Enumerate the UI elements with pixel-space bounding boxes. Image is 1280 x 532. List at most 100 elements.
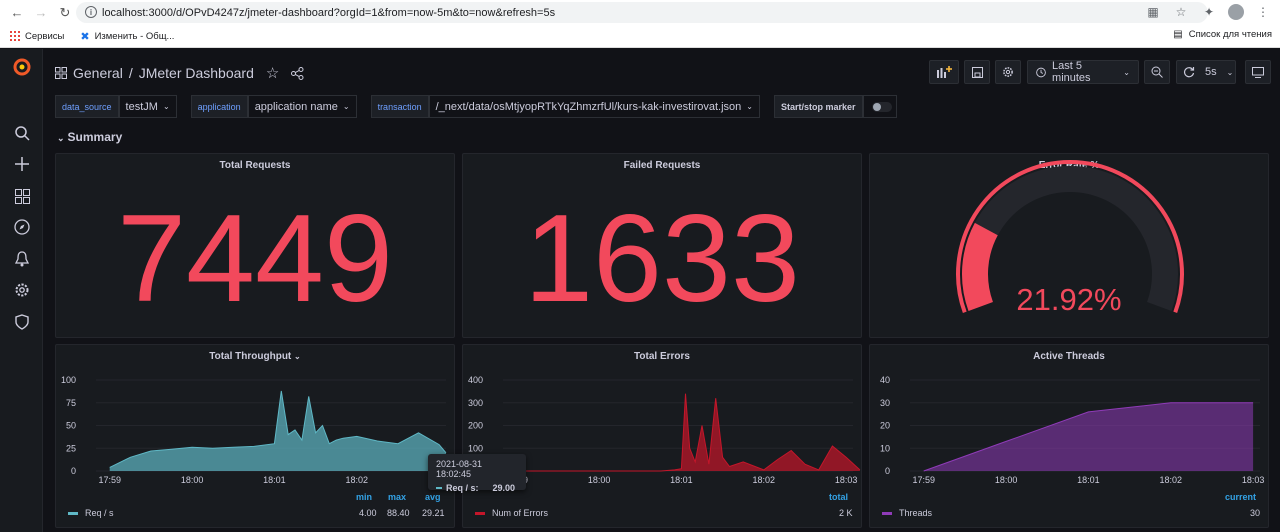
grafana-logo-icon[interactable] (12, 57, 32, 77)
browser-toolbar: ← → ↻ i localhost:3000/d/OPvD4247z/jmete… (0, 0, 1280, 25)
profile-avatar[interactable] (1228, 4, 1244, 20)
legend-label: Threads (899, 508, 933, 518)
panel-title: Total Requests (219, 160, 291, 171)
variable-value: testJM (125, 100, 158, 113)
forward-icon[interactable]: → (34, 5, 48, 20)
y-tick-label: 100 (61, 375, 76, 385)
gauge-fill (962, 222, 998, 311)
refresh-icon (1183, 67, 1195, 78)
save-dashboard-button[interactable] (964, 60, 990, 84)
panel-failed-requests[interactable]: Failed Requests 1633 (462, 153, 862, 338)
extensions-icon[interactable]: ✦ (1203, 5, 1215, 19)
legend-label: Num of Errors (492, 508, 549, 518)
panel-title: Error Rate % (1038, 160, 1100, 171)
panel-title: Active Threads (1033, 351, 1105, 362)
variable-data-source-select[interactable]: testJM ⌄ (118, 95, 177, 118)
configuration-gear-icon[interactable] (13, 281, 31, 299)
explore-compass-icon[interactable] (13, 218, 31, 236)
gauge (956, 160, 1184, 313)
start-stop-marker-toggle[interactable] (862, 95, 897, 118)
threads-chart[interactable]: 0 10 20 30 40 17:59 18:00 18:01 18:02 18:03 (870, 369, 1270, 514)
share-icon[interactable] (291, 66, 304, 80)
legend-header-min[interactable]: min (356, 492, 373, 502)
reading-list[interactable]: ▤ Список для чтения (1173, 29, 1272, 40)
bookmark-services[interactable]: Сервисы (10, 31, 64, 42)
breadcrumb-folder[interactable]: General (73, 65, 123, 81)
legend-series[interactable]: Req / s (68, 508, 114, 518)
dashboard-settings-button[interactable] (995, 60, 1021, 84)
y-tick-label: 50 (66, 421, 76, 431)
apps-icon (10, 31, 20, 41)
variable-value: application name (254, 100, 338, 113)
x-tick-label: 18:02 (1160, 475, 1183, 485)
menu-icon[interactable]: ⋮ (1257, 5, 1269, 19)
y-tick-label: 25 (66, 443, 76, 453)
panel-title: Total Throughput ⌄ (209, 351, 301, 362)
x-tick-label: 18:00 (995, 475, 1018, 485)
zoom-out-button[interactable] (1144, 60, 1170, 84)
bookmark-star-icon[interactable]: ☆ (1175, 5, 1187, 19)
dashboards-icon[interactable] (13, 187, 31, 205)
refresh-interval: 5s (1205, 66, 1217, 78)
back-icon[interactable]: ← (10, 5, 24, 20)
alerting-bell-icon[interactable] (13, 250, 31, 268)
panel-total-throughput[interactable]: Total Throughput ⌄ 0 25 50 75 100 17:59 18:00 1… (55, 344, 455, 528)
site-info-icon[interactable]: i (85, 6, 97, 18)
legend-header-avg[interactable]: avg (425, 492, 441, 502)
panel-total-requests[interactable]: Total Requests 7449 (55, 153, 455, 338)
clock-icon (1036, 67, 1046, 77)
legend-header-max[interactable]: max (388, 492, 407, 502)
translate-icon[interactable]: ▦ (1147, 5, 1159, 19)
variable-application-select[interactable]: application name ⌄ (247, 95, 357, 118)
bookmarks-bar: Сервисы ✖ Изменить - Общ... ▤ Список для… (0, 25, 1280, 48)
legend-series[interactable]: Threads (882, 508, 932, 518)
gauge-value: 21.92% (1016, 282, 1122, 317)
legend-header-total[interactable]: total (829, 492, 848, 502)
variable-label: application (190, 95, 248, 118)
url-text: localhost:3000/d/OPvD4247z/jmeter-dashbo… (102, 6, 556, 19)
breadcrumb: General / JMeter Dashboard ☆ (55, 64, 304, 82)
panel-active-threads[interactable]: Active Threads 0 10 20 30 40 17:59 18:00 18:01 1… (869, 344, 1269, 528)
row-summary[interactable]: ⌄ Summary (57, 130, 122, 144)
variable-label: transaction (370, 95, 429, 118)
dashboard-title[interactable]: JMeter Dashboard (138, 65, 254, 81)
panel-error-rate[interactable]: Error Rate % 21.92% (869, 153, 1269, 338)
tooltip-series: Req / s: (446, 483, 479, 493)
legend-min-value: 4.00 (359, 508, 377, 518)
bookmark-label: Сервисы (25, 30, 65, 42)
zoom-out-icon (1151, 66, 1163, 78)
chevron-down-icon: ⌄ (1226, 67, 1234, 77)
refresh-picker[interactable]: 5s ⌄ (1176, 60, 1236, 84)
tv-mode-button[interactable] (1245, 60, 1271, 84)
stat-value: 7449 (117, 190, 393, 328)
variable-transaction-select[interactable]: /_next/data/osMtjyopRTkYqZhmzrfUl/kurs-k… (428, 95, 760, 118)
y-tick-label: 40 (880, 375, 890, 385)
panel-total-errors[interactable]: Total Errors 010020030040017:5918:0018:0… (462, 344, 862, 528)
monitor-icon (1252, 66, 1264, 78)
address-bar[interactable]: i localhost:3000/d/OPvD4247z/jmeter-dash… (76, 2, 1208, 23)
time-range-picker[interactable]: Last 5 minutes ⌄ (1027, 60, 1139, 84)
reload-icon[interactable]: ↻ (59, 4, 71, 20)
y-tick-label: 0 (71, 466, 76, 476)
template-variables: data_source testJM ⌄ application applicat… (55, 95, 897, 118)
star-icon[interactable]: ☆ (265, 65, 280, 82)
chevron-down-icon: ⌄ (162, 102, 170, 111)
search-icon[interactable] (13, 124, 31, 142)
legend-series[interactable]: Num of Errors (475, 508, 548, 518)
save-icon (971, 66, 983, 78)
y-tick-label: 0 (885, 466, 890, 476)
y-tick-label: 100 (468, 443, 483, 453)
series-area (923, 402, 1254, 471)
legend-header-current[interactable]: current (1225, 492, 1257, 502)
row-title: Summary (67, 130, 123, 144)
add-panel-button[interactable] (929, 60, 959, 84)
x-tick-label: 18:03 (835, 475, 858, 485)
create-plus-icon[interactable] (13, 155, 31, 173)
chevron-down-icon: ⌄ (342, 102, 350, 111)
legend-swatch (475, 511, 485, 515)
tooltip-time: 2021-08-31 18:02:45 (436, 459, 483, 479)
server-admin-shield-icon[interactable] (13, 313, 31, 331)
bookmark-edit[interactable]: ✖ Изменить - Общ... (80, 30, 174, 43)
